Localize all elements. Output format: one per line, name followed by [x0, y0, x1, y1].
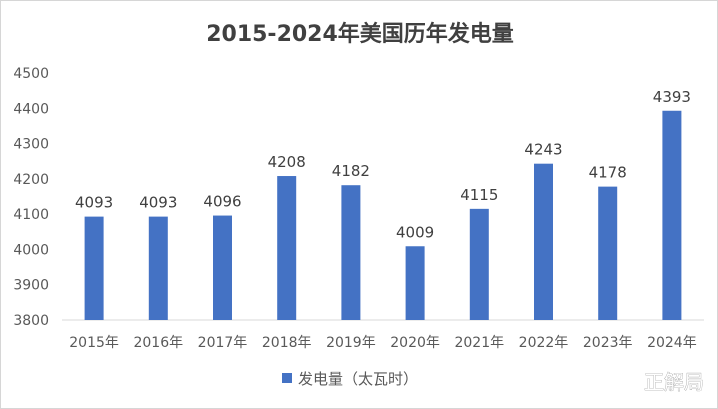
bar [469, 208, 489, 320]
bar [662, 110, 682, 321]
x-tick-label: 2021年 [454, 335, 504, 351]
bar [405, 246, 425, 320]
data-label: 4096 [203, 193, 241, 211]
x-tick-label: 2019年 [326, 335, 376, 351]
x-tick-label: 2018年 [262, 335, 312, 351]
bar [277, 176, 297, 320]
data-label: 4093 [75, 194, 113, 212]
x-tick-label: 2016年 [133, 335, 183, 351]
bar [534, 163, 553, 320]
x-tick-label: 2022年 [519, 335, 569, 351]
y-tick-label: 4400 [13, 101, 49, 117]
watermark-text: 正解局 [644, 370, 704, 394]
y-tick-label: 4100 [13, 207, 49, 223]
bar [341, 185, 361, 320]
bar [213, 215, 232, 320]
legend: 发电量（太瓦时） [282, 370, 418, 388]
bar-series: 4093 4093 4096 4208 4182 4009 4115 4243 4178 4393 [75, 88, 691, 321]
x-axis: 2015年 2016年 2017年 2018年 2019年 2020年 2021年 2022年… [62, 319, 704, 351]
data-label: 4393 [653, 88, 691, 106]
y-tick-label: 4200 [13, 172, 49, 188]
data-label: 4208 [268, 153, 306, 171]
x-tick-label: 2020年 [390, 335, 440, 351]
bar [84, 216, 104, 320]
y-tick-label: 4500 [13, 66, 49, 82]
data-label: 4178 [589, 164, 627, 182]
x-tick-label: 2017年 [198, 335, 248, 351]
x-tick-label: 2024年 [647, 335, 697, 351]
legend-swatch [282, 373, 292, 383]
data-label: 4009 [396, 223, 434, 241]
data-label: 4243 [524, 141, 562, 159]
bar [148, 216, 168, 320]
bar [598, 186, 618, 320]
y-tick-label: 4300 [13, 137, 49, 153]
y-axis: 3800 3900 4000 4100 4200 4300 4400 4500 [13, 66, 49, 329]
x-tick-label: 2023年 [583, 335, 633, 351]
y-tick-label: 4000 [13, 242, 49, 258]
data-label: 4115 [460, 186, 498, 204]
y-tick-label: 3900 [13, 278, 49, 294]
data-label: 4182 [332, 162, 370, 180]
data-label: 4093 [139, 194, 177, 212]
y-tick-label: 3800 [13, 313, 49, 329]
legend-label: 发电量（太瓦时） [298, 370, 418, 388]
chart-title: 2015-2024年美国历年发电量 [206, 21, 514, 47]
x-tick-label: 2015年 [69, 335, 119, 351]
